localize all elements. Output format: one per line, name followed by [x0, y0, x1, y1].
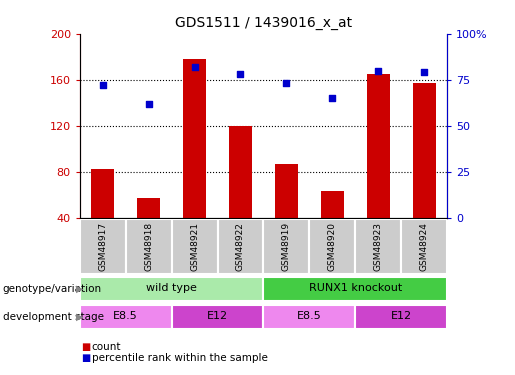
Bar	[321, 191, 344, 217]
Text: E8.5: E8.5	[297, 311, 322, 321]
Point	[328, 95, 336, 101]
Bar	[217, 219, 263, 274]
Point	[282, 80, 290, 86]
Bar	[80, 305, 171, 328]
Point	[145, 100, 153, 106]
Text: GSM48923: GSM48923	[374, 222, 383, 271]
Bar	[355, 305, 447, 328]
Point	[420, 69, 428, 75]
Bar	[367, 74, 390, 217]
Bar	[91, 169, 114, 217]
Point	[374, 68, 382, 74]
Bar	[80, 277, 263, 301]
Bar	[275, 164, 298, 218]
Text: GSM48920: GSM48920	[328, 222, 337, 271]
Text: ■: ■	[81, 342, 91, 352]
Text: ▶: ▶	[76, 284, 84, 294]
Text: wild type: wild type	[146, 283, 197, 293]
Point	[236, 71, 245, 77]
Point	[99, 82, 107, 88]
Bar	[263, 277, 447, 301]
Text: GSM48917: GSM48917	[98, 222, 107, 271]
Bar	[310, 219, 355, 274]
Bar	[229, 126, 252, 218]
Bar	[355, 219, 401, 274]
Text: count: count	[92, 342, 121, 352]
Bar	[80, 219, 126, 274]
Text: E8.5: E8.5	[113, 311, 138, 321]
Bar	[137, 198, 160, 217]
Text: GSM48919: GSM48919	[282, 222, 291, 271]
Text: development stage: development stage	[3, 312, 104, 322]
Text: percentile rank within the sample: percentile rank within the sample	[92, 353, 268, 363]
Title: GDS1511 / 1439016_x_at: GDS1511 / 1439016_x_at	[175, 16, 352, 30]
Text: ▶: ▶	[76, 312, 84, 322]
Text: RUNX1 knockout: RUNX1 knockout	[308, 283, 402, 293]
Text: GSM48921: GSM48921	[190, 222, 199, 271]
Text: genotype/variation: genotype/variation	[3, 284, 101, 294]
Text: GSM48918: GSM48918	[144, 222, 153, 271]
Point	[191, 64, 199, 70]
Text: GSM48922: GSM48922	[236, 222, 245, 271]
Bar	[401, 219, 447, 274]
Text: E12: E12	[207, 311, 228, 321]
Bar	[183, 59, 206, 217]
Bar	[263, 219, 310, 274]
Bar	[171, 219, 217, 274]
Bar	[126, 219, 171, 274]
Bar	[413, 83, 436, 218]
Bar	[263, 305, 355, 328]
Bar	[171, 305, 263, 328]
Text: GSM48924: GSM48924	[420, 222, 428, 271]
Text: ■: ■	[81, 353, 91, 363]
Text: E12: E12	[390, 311, 411, 321]
